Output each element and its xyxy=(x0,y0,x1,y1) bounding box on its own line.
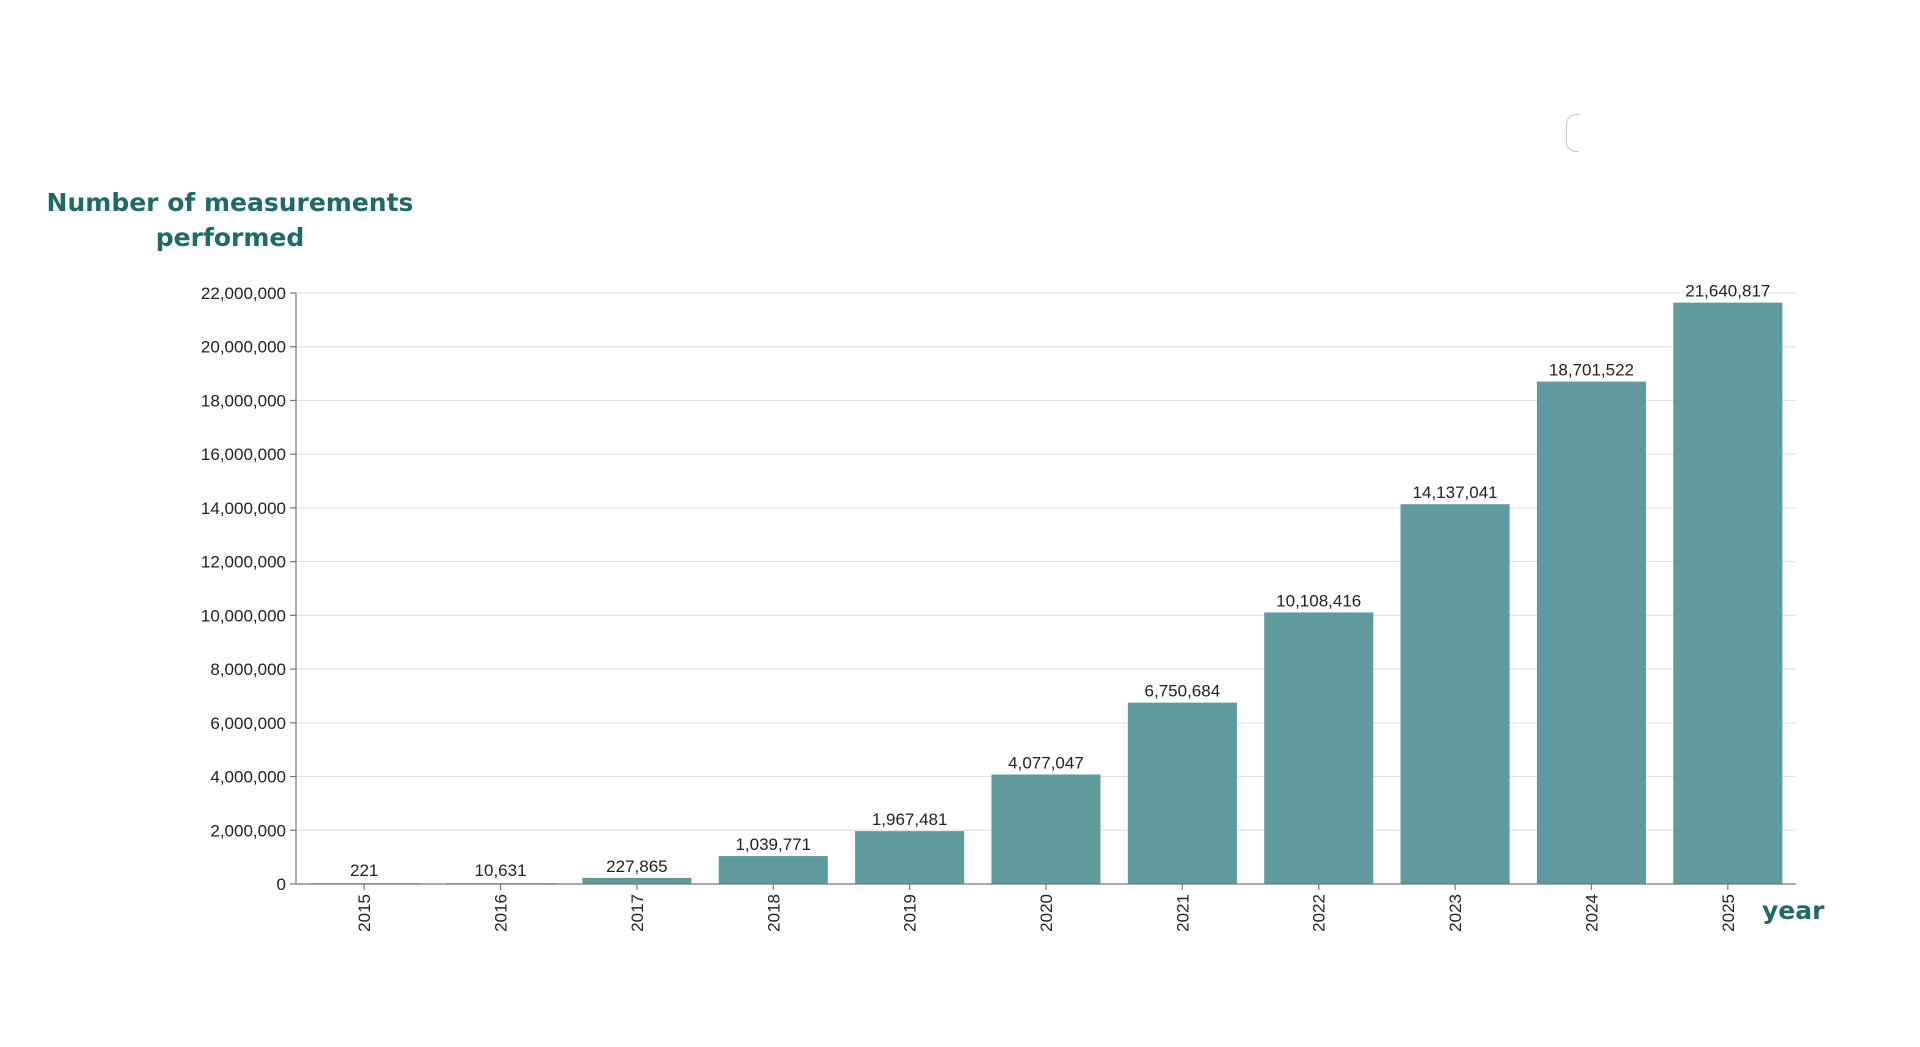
x-tick-label: 2025 xyxy=(1719,894,1738,932)
y-tick-label: 2,000,000 xyxy=(210,821,286,840)
value-label: 221 xyxy=(350,861,378,880)
y-tick-labels: 0 2,000,000 4,000,000 6,000,000 8,000,000 10,… xyxy=(201,284,286,894)
value-label: 10,631 xyxy=(475,861,527,880)
x-tick-label: 2022 xyxy=(1310,894,1329,932)
y-tick-label: 16,000,000 xyxy=(201,445,286,464)
bar xyxy=(1673,302,1783,885)
y-tick-label: 0 xyxy=(277,875,286,894)
x-tick-label: 2017 xyxy=(628,894,647,932)
x-tick-label: 2023 xyxy=(1446,894,1465,932)
x-tick-label: 2024 xyxy=(1582,894,1601,932)
y-tick-label: 22,000,000 xyxy=(201,284,286,303)
value-label: 14,137,041 xyxy=(1413,483,1498,502)
value-label: 18,701,522 xyxy=(1549,361,1634,380)
x-tick-label: 2016 xyxy=(492,894,511,932)
y-tick-label: 18,000,000 xyxy=(201,391,286,410)
value-labels: 221 10,631 227,865 1,039,771 1,967,481 4,077,… xyxy=(350,282,1770,880)
y-tick-label: 12,000,000 xyxy=(201,553,286,572)
bar xyxy=(1400,504,1510,884)
value-label: 21,640,817 xyxy=(1685,282,1770,301)
y-tick-label: 8,000,000 xyxy=(210,660,286,679)
y-tick-label: 4,000,000 xyxy=(210,768,286,787)
x-axis-title: year xyxy=(1762,896,1825,925)
value-label: 227,865 xyxy=(606,857,667,876)
x-tick-label: 2021 xyxy=(1173,894,1192,932)
bar xyxy=(1264,612,1374,884)
x-tick-label: 2020 xyxy=(1037,894,1056,932)
x-tick-label: 2019 xyxy=(901,894,920,932)
x-tick-label: 2018 xyxy=(764,894,783,932)
y-tick-label: 20,000,000 xyxy=(201,338,286,357)
value-label: 10,108,416 xyxy=(1276,591,1361,610)
bar xyxy=(1536,381,1646,884)
x-tick-labels: 2015 2016 2017 2018 2019 2020 2021 2022 2023 2024… xyxy=(355,894,1738,932)
bar xyxy=(582,877,692,884)
x-tick-label: 2015 xyxy=(355,894,374,932)
bars xyxy=(309,302,1783,885)
bar xyxy=(855,831,965,884)
bar xyxy=(718,856,828,884)
bar xyxy=(1127,702,1237,884)
y-tick-label: 10,000,000 xyxy=(201,606,286,625)
y-axis-title: Number of measurements performed xyxy=(46,188,414,252)
y-tick-label: 14,000,000 xyxy=(201,499,286,518)
value-label: 4,077,047 xyxy=(1008,753,1084,772)
axes xyxy=(290,292,1796,890)
value-label: 1,039,771 xyxy=(735,835,811,854)
y-tick-label: 6,000,000 xyxy=(210,714,286,733)
bar xyxy=(991,774,1101,884)
partial-control-outline xyxy=(1566,114,1579,152)
value-label: 1,967,481 xyxy=(872,810,948,829)
value-label: 6,750,684 xyxy=(1145,682,1221,701)
